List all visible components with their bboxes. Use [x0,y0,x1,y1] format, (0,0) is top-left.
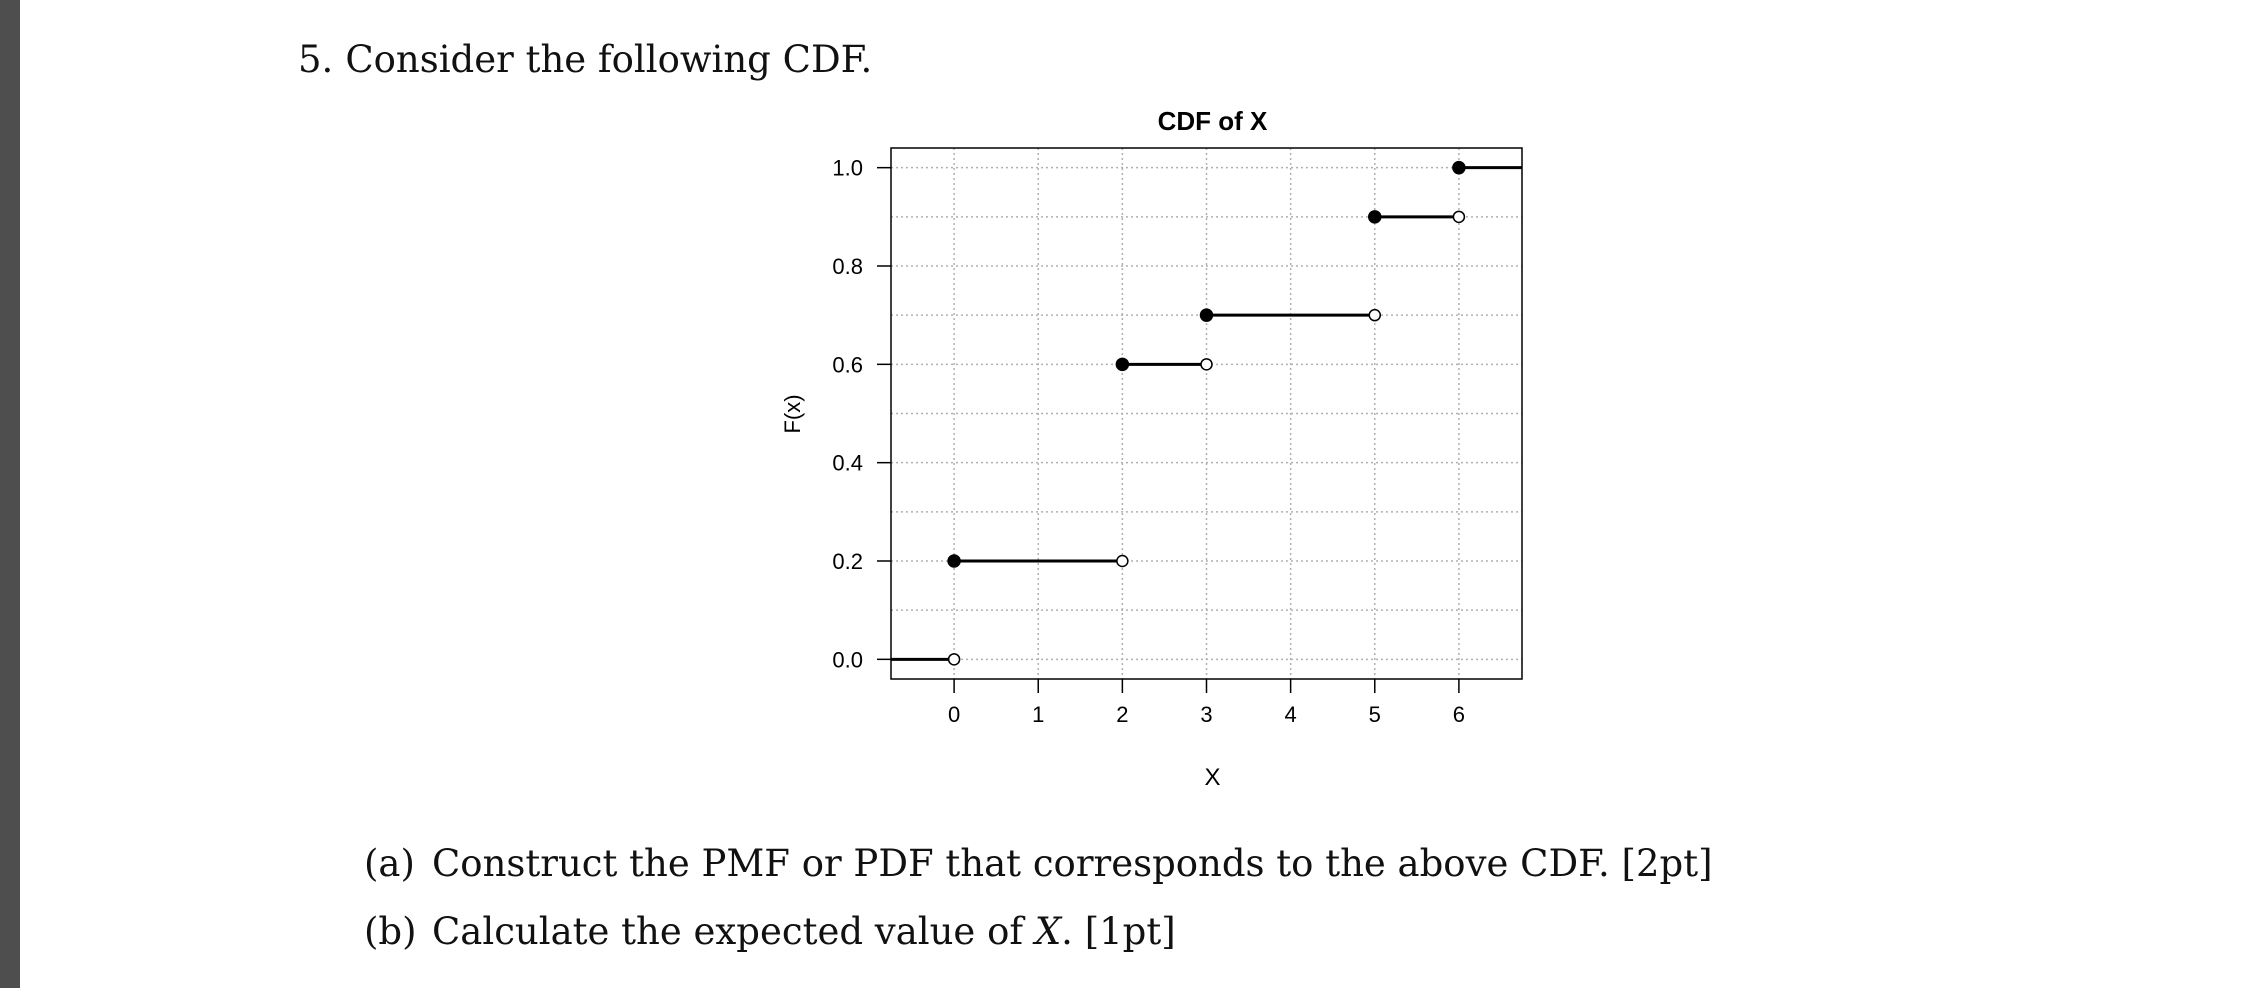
x-tick-label: 4 [1285,702,1297,727]
chart-title: CDF of X [1158,106,1268,136]
y-tick-label: 0.0 [832,647,863,672]
cdf-open-point [1452,210,1466,224]
cdf-open-point [1116,554,1129,568]
cdf-closed-point [1368,210,1382,224]
y-tick-label: 0.4 [832,451,863,476]
cdf-open-point [1200,358,1213,371]
part-b: (b) Calculate the expected value of X. [1… [364,910,1176,954]
part-b-text-before: Calculate the expected value of [432,910,1035,953]
question-heading: 5. Consider the following CDF. [298,38,872,82]
cdf-open-point [947,653,961,666]
y-axis-label: F(x) [780,394,805,433]
question-text: Consider the following CDF. [345,38,873,81]
x-tick-label: 0 [948,702,960,727]
cdf-closed-point [947,554,961,568]
question-number: 5. [298,38,334,81]
x-axis-label: X [1204,764,1220,791]
x-tick-label: 2 [1116,702,1128,727]
part-b-label: (b) [364,910,417,953]
cdf-open-point [1368,308,1382,322]
x-tick-label: 1 [1032,702,1044,727]
x-tick-label: 6 [1453,702,1465,727]
part-a-text: Construct the PMF or PDF that correspond… [432,842,1713,885]
y-tick-label: 0.8 [832,254,863,279]
part-a-label: (a) [364,842,415,885]
y-tick-label: 1.0 [832,156,863,181]
cdf-closed-point [1199,308,1214,322]
y-tick-label: 0.2 [832,549,863,574]
part-a: (a) Construct the PMF or PDF that corresp… [364,842,1713,886]
cdf-closed-point [1452,160,1466,175]
window-side-border [0,0,20,988]
part-b-variable: X [1034,910,1062,953]
y-tick-label: 0.6 [832,352,863,377]
part-b-text-after: . [1pt] [1061,910,1176,953]
x-tick-label: 5 [1369,702,1381,727]
x-tick-label: 3 [1200,702,1212,727]
cdf-closed-point [1115,357,1130,372]
